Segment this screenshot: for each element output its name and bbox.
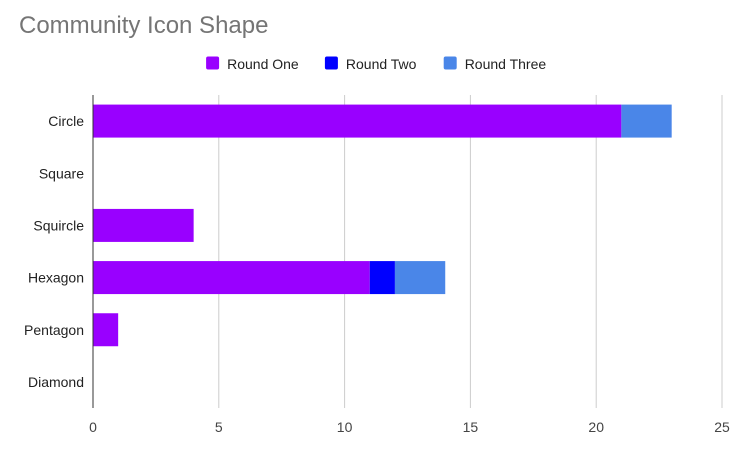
bar-round-three-hexagon[interactable] [394,261,446,295]
legend-swatch-round-one [206,56,220,70]
y-tick-label: Pentagon [24,322,84,338]
y-tick-label: Hexagon [28,270,84,286]
legend-swatch-round-three [443,56,457,70]
bar-round-one-circle[interactable] [93,104,622,138]
bar-round-three-circle[interactable] [621,104,672,138]
x-tick-label: 20 [588,419,604,435]
legend-label-round-three: Round Three [465,56,547,72]
bar-round-one-pentagon[interactable] [93,313,119,347]
bar-round-one-squircle[interactable] [93,208,194,242]
y-tick-label: Square [39,165,84,181]
bar-round-one-hexagon[interactable] [93,261,370,295]
x-tick-label: 0 [89,419,97,435]
chart-title: Community Icon Shape [19,12,269,39]
legend-label-round-one: Round One [227,56,299,72]
x-tick-label: 25 [714,419,730,435]
legend-swatch-round-two [324,56,338,70]
y-tick-label: Squircle [33,217,84,233]
bar-round-two-hexagon[interactable] [369,261,395,295]
legend-label-round-two: Round Two [346,56,417,72]
y-tick-label: Diamond [28,374,84,390]
y-tick-label: Circle [48,113,84,129]
x-tick-label: 15 [463,419,479,435]
x-tick-label: 5 [215,419,223,435]
x-tick-label: 10 [337,419,353,435]
